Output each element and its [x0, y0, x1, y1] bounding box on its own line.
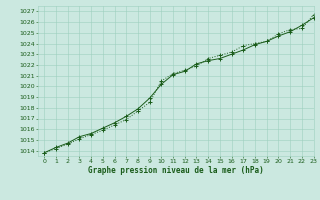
- X-axis label: Graphe pression niveau de la mer (hPa): Graphe pression niveau de la mer (hPa): [88, 166, 264, 175]
